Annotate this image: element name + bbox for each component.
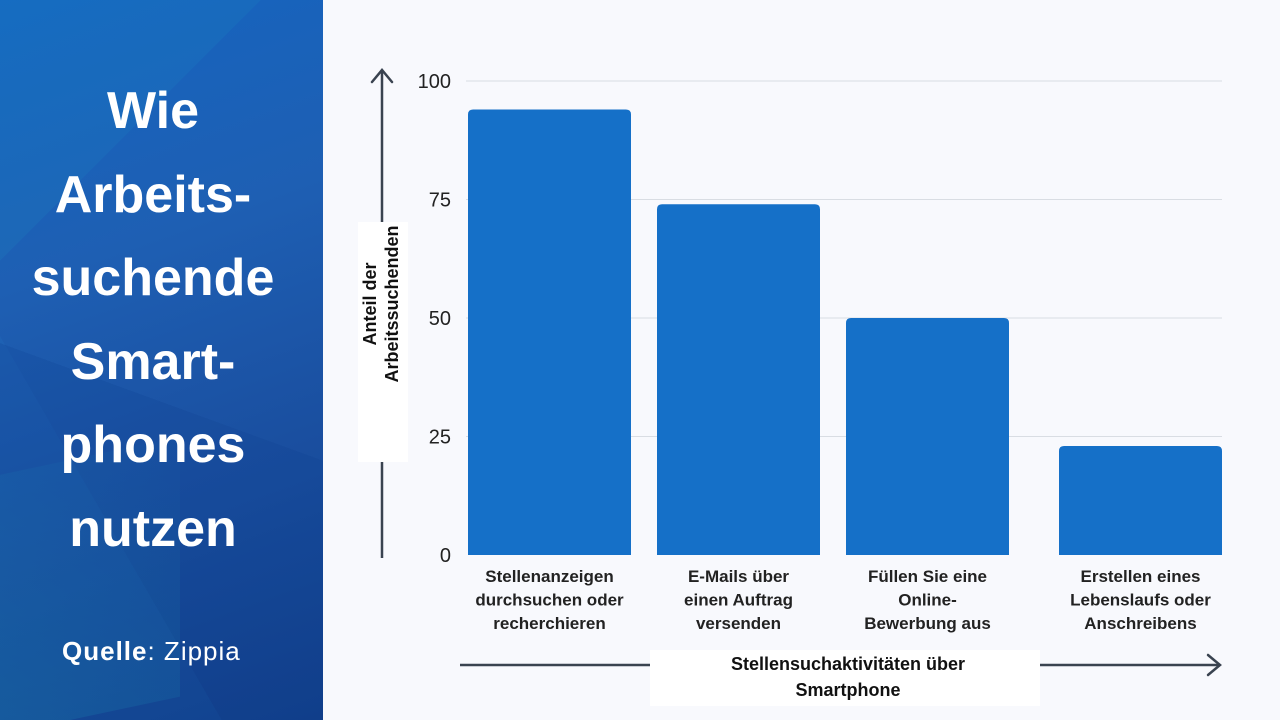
page-title: Wie Arbeits- suchende Smart- phones nutz… [0, 70, 306, 571]
title-line: suchende [31, 249, 275, 307]
source-label: Quelle [62, 636, 148, 666]
x-label-background [650, 650, 1040, 706]
y-tick-label: 25 [429, 427, 451, 449]
x-category-label: Stellenanzeigen [485, 567, 613, 586]
y-tick-label: 100 [418, 71, 451, 93]
bar [468, 109, 631, 555]
source-note: Quelle: Zippia [62, 636, 241, 667]
x-category-label: E-Mails über [688, 567, 789, 586]
source-value: : Zippia [147, 636, 241, 666]
title-line: phones [60, 416, 246, 474]
x-category-label: Lebenslaufs oder [1070, 591, 1211, 610]
y-label-background [358, 222, 408, 462]
y-axis-arrowhead [370, 68, 394, 84]
bar [846, 318, 1009, 555]
y-tick-label: 0 [440, 545, 451, 567]
y-tick-label: 50 [429, 308, 451, 330]
x-category-label: einen Auftrag [684, 591, 793, 610]
x-category-label: Anschreibens [1084, 614, 1196, 633]
x-category-label: Füllen Sie eine [868, 567, 987, 586]
title-line: nutzen [69, 499, 237, 558]
x-axis-arrowhead [1206, 653, 1222, 677]
x-category-label: durchsuchen oder [475, 591, 624, 610]
x-category-label: Bewerbung aus [864, 614, 991, 633]
x-category-label: recherchieren [493, 614, 605, 633]
y-axis-label: Arbeitssuchenden [382, 225, 402, 382]
title-line: Wie [107, 82, 199, 140]
x-axis-label: Smartphone [795, 680, 900, 700]
y-tick-label: 75 [429, 190, 451, 212]
title-panel: Wie Arbeits- suchende Smart- phones nutz… [0, 0, 323, 720]
x-category-label: Erstellen eines [1080, 567, 1200, 586]
x-axis-label: Stellensuchaktivitäten über [731, 654, 965, 674]
x-category-label: versenden [696, 614, 781, 633]
bar [1059, 445, 1222, 555]
title-line: Arbeits- [54, 165, 252, 224]
title-line: Smart- [70, 332, 236, 391]
panel-background-pattern [0, 0, 323, 720]
x-category-label: Online- [898, 591, 957, 610]
bar [657, 204, 820, 556]
y-axis-label: Anteil der [360, 262, 380, 345]
